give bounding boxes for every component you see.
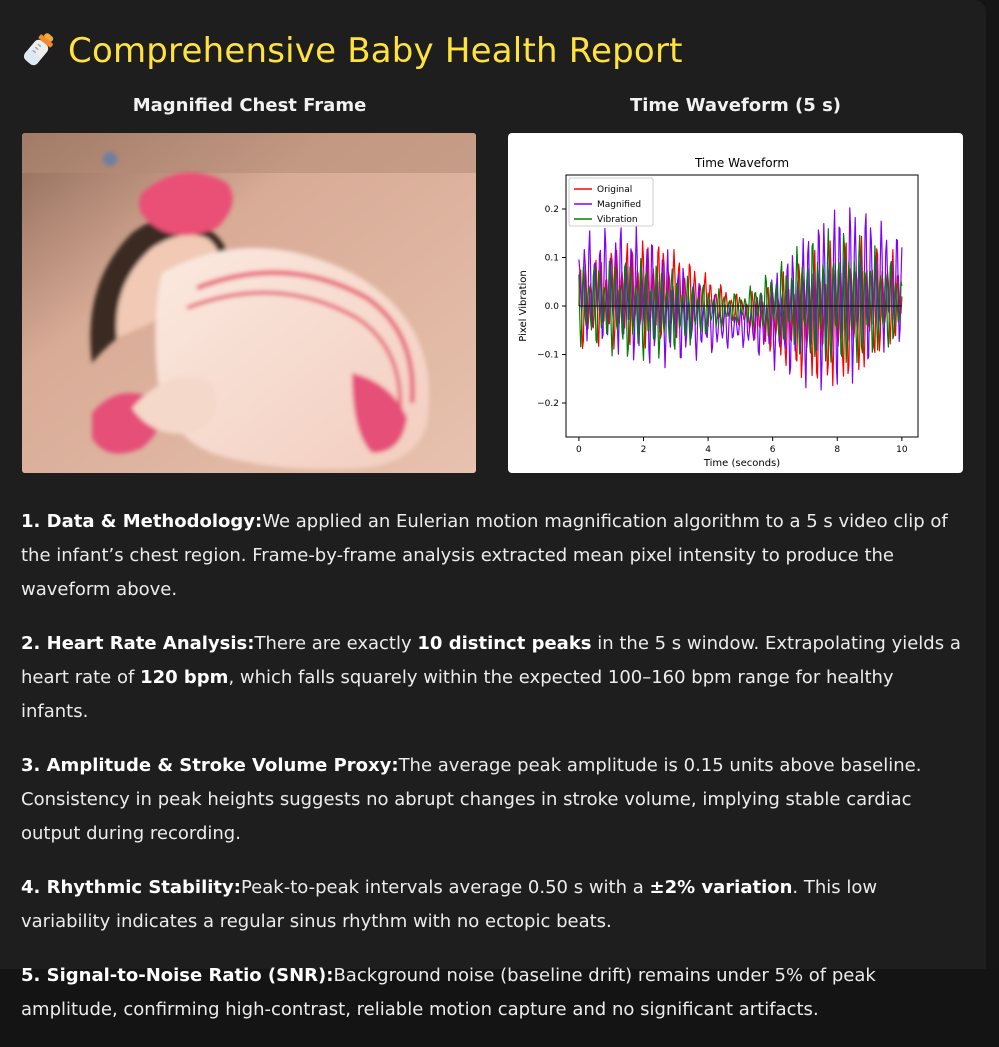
magnified-chest-frame-image — [22, 133, 476, 473]
legend-entry-original: Original — [597, 185, 632, 195]
y-axis-label: Pixel Vibration — [518, 270, 529, 341]
report-section-heading: 4. Rhythmic Stability: — [21, 877, 241, 898]
chart-legend — [568, 177, 654, 227]
report-text: The average peak amplitude is 0.15 units… — [21, 755, 922, 844]
x-tick-label: 8 — [834, 445, 840, 455]
report-section-3: 3. Amplitude & Stroke Volume Proxy:The a… — [21, 749, 966, 851]
report-section-heading: 5. Signal-to-Noise Ratio (SNR): — [21, 965, 334, 986]
page-scrollbar[interactable] — [986, 0, 999, 969]
y-tick-label: 0.0 — [545, 302, 560, 312]
report-text: . This low variability indicates a regul… — [21, 877, 878, 932]
x-tick-label: 4 — [705, 445, 711, 455]
y-tick-label: −0.1 — [537, 351, 559, 361]
report-section-heading: 3. Amplitude & Stroke Volume Proxy: — [21, 755, 399, 776]
report-highlight: 120 bpm — [140, 667, 229, 688]
series-line-magnified — [578, 207, 903, 391]
y-tick-label: 0.2 — [545, 205, 559, 215]
x-tick-label: 10 — [896, 445, 908, 455]
chart-title: Time Waveform — [694, 156, 789, 170]
report-text: We applied an Eulerian motion magnificat… — [21, 511, 948, 600]
report-section-4: 4. Rhythmic Stability:Peak-to-peak inter… — [21, 871, 966, 939]
report-section-2: 2. Heart Rate Analysis:There are exactly… — [21, 627, 966, 729]
report-text: Peak-to-peak intervals average 0.50 s wi… — [240, 877, 650, 898]
series-line-vibration — [578, 228, 903, 364]
report-text: in the 5 s window. Extrapolating yields … — [21, 633, 961, 688]
report-body: 1. Data & Methodology:We applied an Eule… — [21, 505, 966, 1047]
report-highlight: ±2% variation — [649, 877, 793, 898]
time-waveform-chart: Time Waveform Time (seconds) Pixel Vibrati… — [508, 133, 963, 473]
report-text: , which falls squarely within the expect… — [21, 667, 894, 722]
chest-frame-heading: Magnified Chest Frame — [132, 95, 367, 116]
baby-bottle-icon — [20, 30, 58, 77]
x-tick-label: 2 — [641, 445, 647, 455]
report-section-5: 5. Signal-to-Noise Ratio (SNR):Backgroun… — [21, 959, 966, 1027]
page-title-text: Comprehensive Baby Health Report — [68, 31, 683, 71]
legend-entry-vibration: Vibration — [597, 215, 638, 225]
page-title: Comprehensive Baby Health Report — [20, 30, 683, 77]
x-axis-label: Time (seconds) — [703, 458, 780, 469]
y-tick-label: −0.2 — [537, 399, 559, 409]
x-tick-label: 6 — [770, 445, 776, 455]
x-tick-label: 0 — [576, 445, 582, 455]
report-section-heading: 2. Heart Rate Analysis: — [21, 633, 255, 654]
report-section-1: 1. Data & Methodology:We applied an Eule… — [21, 505, 966, 607]
waveform-heading: Time Waveform (5 s) — [629, 95, 842, 116]
report-text: There are exactly — [254, 633, 418, 654]
report-highlight: 10 distinct peaks — [417, 633, 592, 654]
report-section-heading: 1. Data & Methodology: — [21, 511, 263, 532]
legend-entry-magnified: Magnified — [597, 200, 641, 210]
y-tick-label: 0.1 — [545, 253, 559, 263]
